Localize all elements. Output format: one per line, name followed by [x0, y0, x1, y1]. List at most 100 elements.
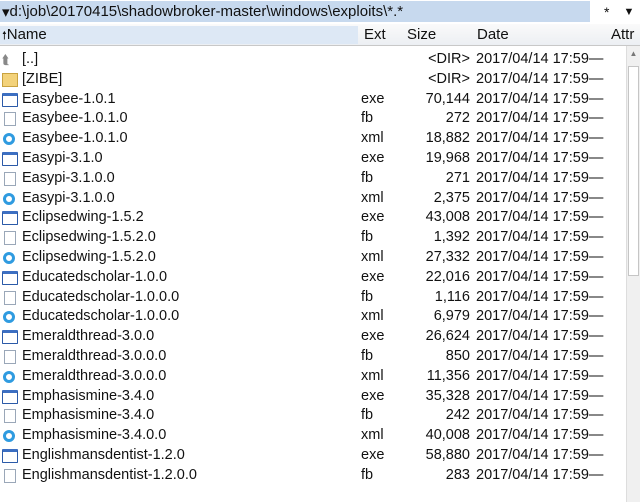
file-date: 2017/04/14 17:59—: [476, 209, 604, 226]
file-ext: xml: [361, 130, 384, 147]
file-list: ⮬ [..] <DIR> 2017/04/14 17:59— [ZIBE] <D…: [0, 50, 626, 486]
exe-file-icon: [2, 211, 18, 226]
file-name: Emphasismine-3.4.0: [22, 407, 155, 424]
document-icon: [4, 468, 16, 483]
file-date: 2017/04/14 17:59—: [476, 268, 604, 285]
filter-button[interactable]: *: [604, 3, 610, 20]
file-date: 2017/04/14 17:59—: [476, 70, 604, 87]
file-name: Easypi-3.1.0.0: [22, 169, 115, 186]
file-name: Eclipsedwing-1.5.2.0: [22, 248, 156, 265]
column-date[interactable]: Date: [477, 26, 509, 43]
file-date: 2017/04/14 17:59—: [476, 189, 604, 206]
xml-file-icon: [3, 370, 15, 383]
scroll-up-icon[interactable]: ▲: [629, 49, 638, 58]
parent-dir-icon: ⮬: [2, 52, 10, 67]
exe-file-icon: [2, 389, 18, 404]
file-row[interactable]: Easybee-1.0.1 exe 70,144 2017/04/14 17:5…: [0, 90, 626, 110]
xml-file-icon: [3, 251, 15, 264]
file-size: 850: [445, 347, 470, 364]
file-row[interactable]: Emeraldthread-3.0.0.0 xml 11,356 2017/04…: [0, 367, 626, 387]
file-row[interactable]: Educatedscholar-1.0.0.0 fb 1,116 2017/04…: [0, 288, 626, 308]
file-row[interactable]: Educatedscholar-1.0.0.0 xml 6,979 2017/0…: [0, 307, 626, 327]
file-row[interactable]: Emphasismine-3.4.0 exe 35,328 2017/04/14…: [0, 387, 626, 407]
file-name: Easybee-1.0.1.0: [22, 130, 128, 147]
file-size: 11,356: [426, 367, 470, 384]
file-row[interactable]: Emphasismine-3.4.0.0 xml 40,008 2017/04/…: [0, 426, 626, 446]
file-date: 2017/04/14 17:59—: [476, 387, 604, 404]
scroll-thumb[interactable]: [628, 66, 639, 276]
file-row[interactable]: Emeraldthread-3.0.0.0 fb 850 2017/04/14 …: [0, 347, 626, 367]
file-ext: fb: [361, 347, 374, 364]
file-ext: fb: [361, 110, 374, 127]
path-dropdown-arrow[interactable]: ▾: [2, 3, 10, 21]
file-date: 2017/04/14 17:59—: [476, 110, 604, 127]
file-size: 2,375: [433, 189, 470, 206]
file-date: 2017/04/14 17:59—: [476, 328, 604, 345]
file-size: 272: [445, 110, 470, 127]
file-size: 22,016: [425, 268, 470, 285]
file-ext: fb: [361, 229, 374, 246]
file-name: Educatedscholar-1.0.0.0: [22, 288, 180, 305]
file-ext: xml: [361, 189, 384, 206]
file-size: 1,392: [433, 229, 470, 246]
xml-file-icon: [3, 133, 15, 146]
file-row[interactable]: Englishmansdentist-1.2.0.0 fb 283 2017/0…: [0, 466, 626, 486]
file-name: Englishmansdentist-1.2.0.0: [22, 466, 197, 483]
folder-icon: [2, 72, 18, 87]
file-row[interactable]: [ZIBE] <DIR> 2017/04/14 17:59—: [0, 70, 626, 90]
file-name: Educatedscholar-1.0.0: [22, 268, 168, 285]
file-ext: xml: [361, 308, 384, 325]
document-icon: [4, 112, 16, 127]
column-ext[interactable]: Ext: [364, 26, 386, 43]
document-icon: [4, 349, 16, 364]
file-row[interactable]: Easypi-3.1.0 exe 19,968 2017/04/14 17:59…: [0, 149, 626, 169]
file-row[interactable]: Eclipsedwing-1.5.2.0 fb 1,392 2017/04/14…: [0, 228, 626, 248]
file-size: <DIR>: [428, 70, 470, 87]
file-row[interactable]: Emeraldthread-3.0.0 exe 26,624 2017/04/1…: [0, 327, 626, 347]
file-date: 2017/04/14 17:59—: [476, 427, 604, 444]
file-date: 2017/04/14 17:59—: [476, 130, 604, 147]
column-header: 🠕Name Ext Size Date Attr: [0, 24, 640, 46]
file-ext: exe: [361, 209, 385, 226]
vertical-scrollbar[interactable]: ▲: [626, 46, 640, 502]
file-ext: exe: [361, 268, 385, 285]
file-ext: exe: [361, 328, 385, 345]
file-row[interactable]: Easybee-1.0.1.0 xml 18,882 2017/04/14 17…: [0, 129, 626, 149]
column-size[interactable]: Size: [407, 26, 437, 43]
file-row[interactable]: ⮬ [..] <DIR> 2017/04/14 17:59—: [0, 50, 626, 70]
xml-file-icon: [3, 430, 15, 443]
document-icon: [4, 290, 16, 305]
file-size: 18,882: [425, 130, 470, 147]
path-field[interactable]: ▾ d:\job\20170415\shadowbroker-master\win…: [0, 1, 590, 22]
file-size: 35,328: [425, 387, 470, 404]
column-attr[interactable]: Attr: [611, 26, 635, 43]
history-dropdown-icon[interactable]: ▼: [623, 5, 635, 18]
file-row[interactable]: Eclipsedwing-1.5.2 exe 43,008 2017/04/14…: [0, 208, 626, 228]
file-size: 6,979: [433, 308, 470, 325]
column-name[interactable]: 🠕Name: [0, 26, 358, 44]
file-ext: xml: [361, 427, 384, 444]
file-ext: exe: [361, 446, 385, 463]
file-size: 70,144: [425, 90, 470, 107]
file-row[interactable]: Easypi-3.1.0.0 fb 271 2017/04/14 17:59—: [0, 169, 626, 189]
file-name: Eclipsedwing-1.5.2.0: [22, 229, 156, 246]
file-date: 2017/04/14 17:59—: [476, 51, 604, 67]
file-ext: fb: [361, 466, 374, 483]
file-row[interactable]: Easybee-1.0.1.0 fb 272 2017/04/14 17:59—: [0, 109, 626, 129]
file-name: Educatedscholar-1.0.0.0: [22, 308, 180, 325]
file-row[interactable]: Englishmansdentist-1.2.0 exe 58,880 2017…: [0, 446, 626, 466]
file-row[interactable]: Emphasismine-3.4.0 fb 242 2017/04/14 17:…: [0, 406, 626, 426]
file-row[interactable]: Eclipsedwing-1.5.2.0 xml 27,332 2017/04/…: [0, 248, 626, 268]
file-date: 2017/04/14 17:59—: [476, 407, 604, 424]
file-date: 2017/04/14 17:59—: [476, 169, 604, 186]
file-size: 19,968: [425, 149, 470, 166]
file-row[interactable]: Educatedscholar-1.0.0 exe 22,016 2017/04…: [0, 268, 626, 288]
file-size: 43,008: [425, 209, 470, 226]
file-size: 26,624: [425, 328, 470, 345]
file-name: Eclipsedwing-1.5.2: [22, 209, 144, 226]
file-row[interactable]: Easypi-3.1.0.0 xml 2,375 2017/04/14 17:5…: [0, 189, 626, 209]
file-name: Emeraldthread-3.0.0.0: [22, 367, 167, 384]
file-size: 271: [445, 169, 470, 186]
file-name: Emphasismine-3.4.0: [22, 387, 155, 404]
file-name: [ZIBE]: [22, 70, 63, 87]
